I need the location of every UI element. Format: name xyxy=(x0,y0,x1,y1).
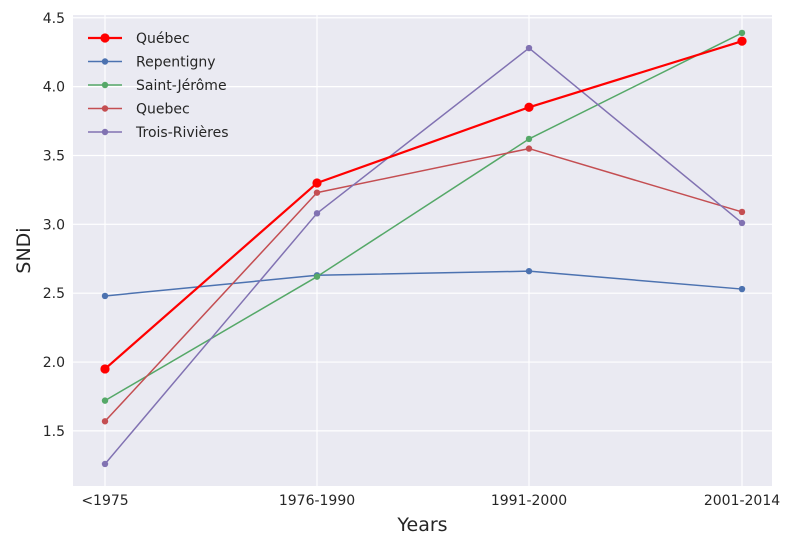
tick-labels: 1.5 2.0 2.5 3.0 3.5 4.0 4.5 <1975 1976-1990 1991-… xyxy=(43,11,781,509)
legend-label: Repentigny xyxy=(136,55,216,71)
legend-label: Saint-Jérôme xyxy=(136,78,227,94)
y-tick-label: 3.0 xyxy=(43,217,65,233)
y-tick-label: 2.0 xyxy=(43,355,65,371)
data-point xyxy=(525,145,533,152)
legend-item: Trois-Rivières xyxy=(88,125,229,141)
data-point xyxy=(313,273,321,280)
data-point xyxy=(524,102,534,112)
data-point xyxy=(101,418,109,425)
x-tick-label: 1976-1990 xyxy=(279,493,355,509)
series-quebec xyxy=(101,145,746,425)
x-tick-label: <1975 xyxy=(81,493,128,509)
y-tick-label: 4.5 xyxy=(43,11,65,27)
data-point xyxy=(738,285,746,293)
legend-label: Québec xyxy=(136,31,190,47)
series-lines xyxy=(100,29,747,468)
data-point xyxy=(525,44,533,52)
series-line xyxy=(104,270,743,297)
data-point xyxy=(101,292,109,300)
x-axis-label: Years xyxy=(396,514,447,536)
legend-marker xyxy=(101,128,109,136)
x-tick-label: 2001-2014 xyxy=(704,493,780,509)
data-point xyxy=(313,189,321,196)
data-point xyxy=(100,364,110,374)
data-point xyxy=(312,178,322,188)
legend: Québec Repentigny Saint-Jérôme Quebec Trois-… xyxy=(88,31,229,141)
legend-marker xyxy=(101,81,109,89)
legend-item: Québec xyxy=(88,31,190,47)
series-line xyxy=(104,47,743,465)
legend-item: Saint-Jérôme xyxy=(88,78,227,94)
series-line xyxy=(104,40,743,370)
data-point xyxy=(738,219,746,227)
plot-area-background xyxy=(73,15,772,486)
legend-item: Repentigny xyxy=(88,55,216,71)
data-point xyxy=(525,135,533,143)
data-point xyxy=(738,29,746,37)
series-qu-bec xyxy=(100,36,747,374)
data-point xyxy=(101,460,109,468)
series-line xyxy=(104,147,743,422)
y-tick-label: 3.5 xyxy=(43,148,65,164)
y-tick-label: 1.5 xyxy=(43,424,65,440)
series-trois-rivi-res xyxy=(101,44,746,468)
data-point xyxy=(737,36,747,46)
legend-marker xyxy=(101,105,109,112)
legend-item: Quebec xyxy=(88,102,190,118)
legend-label: Trois-Rivières xyxy=(135,125,229,141)
data-point xyxy=(313,210,321,217)
data-point xyxy=(738,208,746,216)
legend-marker xyxy=(100,33,110,43)
x-tick-label: 1991-2000 xyxy=(491,493,567,509)
gridlines xyxy=(73,15,772,486)
data-point xyxy=(525,267,533,275)
y-tick-label: 2.5 xyxy=(43,286,65,302)
legend-label: Quebec xyxy=(136,102,190,118)
y-tick-label: 4.0 xyxy=(43,80,65,96)
legend-marker xyxy=(101,58,109,65)
y-axis-label: SNDi xyxy=(13,227,35,273)
data-point xyxy=(101,397,109,404)
